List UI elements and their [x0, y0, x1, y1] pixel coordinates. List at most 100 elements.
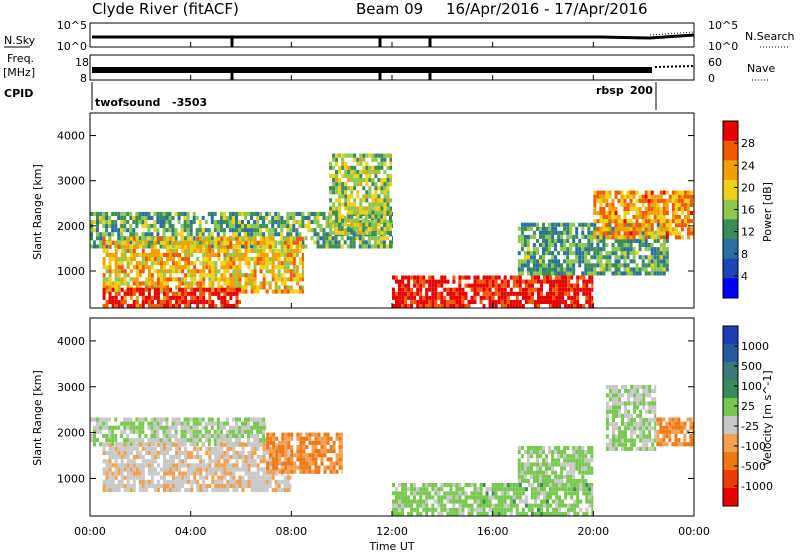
- power-cell: [220, 299, 224, 304]
- power-cell: [647, 198, 651, 203]
- power-cell: [635, 263, 639, 268]
- power-cell: [277, 252, 281, 257]
- velocity-cell: [290, 465, 294, 470]
- power-cell: [193, 240, 197, 245]
- power-cell: [169, 265, 172, 270]
- power-cell: [283, 220, 287, 225]
- power-cell: [422, 295, 426, 300]
- power-cell: [298, 285, 302, 290]
- date-range: 16/Apr/2016 - 17/Apr/2016: [446, 0, 648, 18]
- velocity-cell: [278, 457, 282, 462]
- power-cell: [244, 236, 248, 241]
- power-cell: [198, 232, 202, 237]
- power-cell: [126, 257, 130, 262]
- velocity-cell: [235, 455, 239, 460]
- velocity-cell: [530, 507, 534, 512]
- power-cell: [150, 215, 154, 220]
- power-cell: [102, 244, 106, 249]
- power-cell: [223, 261, 227, 266]
- power-cell: [232, 291, 236, 296]
- velocity-cell: [138, 434, 142, 439]
- power-cell: [344, 161, 348, 166]
- power-cell: [591, 283, 594, 288]
- power-cell: [135, 244, 139, 249]
- power-cell: [277, 289, 281, 294]
- power-cell: [153, 287, 157, 292]
- velocity-cell: [126, 421, 130, 426]
- power-cell: [355, 236, 359, 241]
- power-cell: [208, 299, 212, 304]
- power-cell: [114, 281, 118, 286]
- velocity-cell: [169, 488, 172, 493]
- power-cell: [362, 198, 366, 203]
- power-cell: [608, 267, 612, 272]
- velocity-cell: [419, 499, 423, 504]
- power-cell: [341, 230, 345, 235]
- power-cell: [404, 283, 408, 288]
- velocity-cell: [569, 458, 573, 463]
- power-cell: [554, 243, 558, 248]
- power-cell: [572, 238, 576, 243]
- velocity-cell: [278, 445, 282, 450]
- velocity-cell: [175, 479, 179, 484]
- power-cell: [614, 271, 618, 276]
- power-cell: [150, 273, 154, 278]
- power-cell: [247, 257, 251, 262]
- velocity-cell: [413, 499, 417, 504]
- power-cell: [383, 169, 387, 174]
- power-cell: [389, 244, 392, 249]
- velocity-cell: [102, 459, 106, 464]
- velocity-cell: [564, 491, 568, 496]
- power-cell: [614, 235, 618, 240]
- power-cell: [186, 220, 190, 225]
- power-cell: [602, 206, 606, 211]
- power-cell: [280, 240, 284, 245]
- power-cell: [543, 295, 546, 300]
- power-cell: [259, 224, 263, 229]
- velocity-cell: [105, 417, 109, 422]
- velocity-cell: [159, 425, 163, 430]
- velocity-cell: [416, 491, 420, 496]
- power-cell: [449, 295, 453, 300]
- power-cell: [379, 215, 383, 220]
- velocity-cell: [503, 507, 507, 512]
- power-cell: [362, 206, 366, 211]
- power-cell: [458, 291, 462, 296]
- velocity-cell: [437, 511, 441, 516]
- velocity-cell: [308, 469, 312, 474]
- power-cell: [665, 238, 669, 243]
- power-cell: [253, 211, 257, 216]
- velocity-cell: [517, 458, 521, 463]
- power-cell: [189, 220, 193, 225]
- velocity-cell: [563, 458, 567, 463]
- power-cell: [521, 303, 525, 308]
- velocity-cell: [178, 463, 182, 468]
- power-cell: [558, 287, 562, 292]
- power-cell: [362, 226, 366, 231]
- power-cell: [244, 232, 247, 237]
- power-cell: [515, 279, 519, 284]
- power-cell: [662, 206, 666, 211]
- velocity-cell: [190, 455, 194, 460]
- power-cell: [175, 303, 179, 308]
- power-cell: [611, 198, 615, 203]
- velocity-cell: [99, 421, 103, 426]
- velocity-cell: [244, 421, 247, 426]
- power-cell: [674, 215, 678, 220]
- velocity-cell: [199, 467, 203, 472]
- power-cell: [217, 240, 221, 245]
- power-cell: [335, 218, 339, 223]
- power-cell: [190, 277, 194, 282]
- power-cell: [256, 285, 260, 290]
- power-cell: [662, 267, 666, 272]
- velocity-cell: [256, 421, 260, 426]
- power-cell: [259, 215, 263, 220]
- velocity-cell: [244, 455, 248, 460]
- power-cell: [111, 228, 115, 233]
- power-cell: [641, 263, 645, 268]
- velocity-cell: [262, 450, 266, 455]
- power-cell: [523, 243, 527, 248]
- velocity-cell: [198, 421, 202, 426]
- power-cell: [160, 252, 163, 257]
- power-cell: [629, 259, 633, 264]
